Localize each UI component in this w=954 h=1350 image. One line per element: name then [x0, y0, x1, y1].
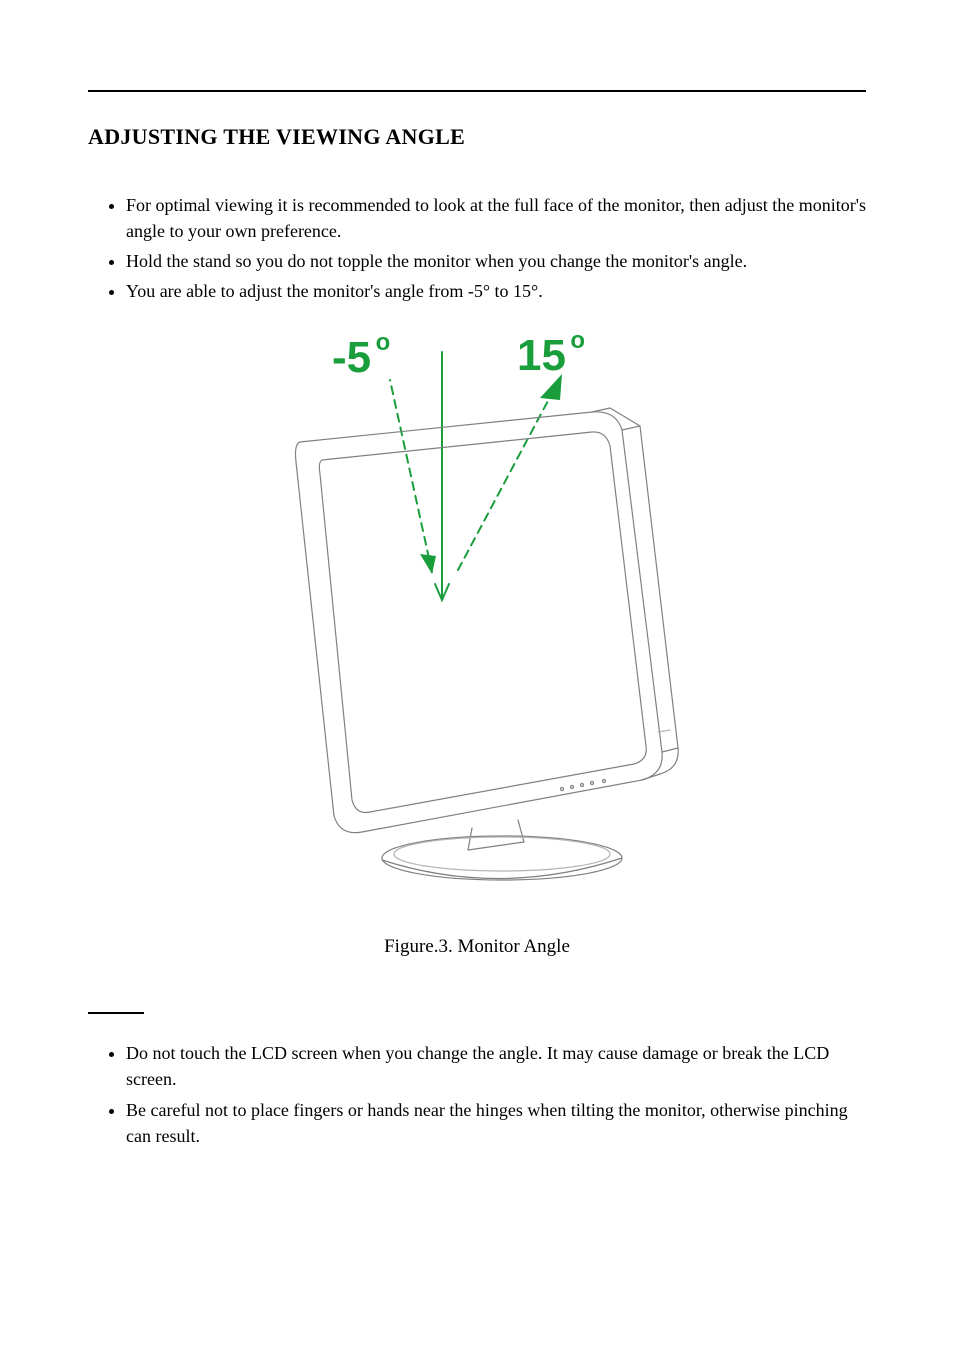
figure-caption-text: Monitor Angle: [453, 936, 570, 957]
figure-container: -5 o 15 o: [88, 322, 866, 958]
main-bullet-list: For optimal viewing it is recommended to…: [88, 192, 866, 304]
notes-horizontal-rule: [88, 1012, 144, 1014]
figure-caption-prefix: Figure.3.: [384, 936, 453, 957]
section-title: ADJUSTING THE VIEWING ANGLE: [88, 124, 866, 150]
angle-neg-label: -5 o: [332, 329, 390, 382]
list-item: Do not touch the LCD screen when you cha…: [126, 1040, 866, 1092]
notes-bullet-list: Do not touch the LCD screen when you cha…: [88, 1040, 866, 1148]
angle-pos-label: 15 o: [517, 327, 585, 380]
page-container: ADJUSTING THE VIEWING ANGLE For optimal …: [0, 0, 954, 1350]
angle-lines: [390, 352, 562, 600]
monitor-angle-diagram: -5 o 15 o: [262, 322, 692, 892]
list-item: For optimal viewing it is recommended to…: [126, 192, 866, 244]
monitor-outline: [296, 408, 679, 880]
figure-caption: Figure.3. Monitor Angle: [88, 936, 866, 958]
list-item: Be careful not to place fingers or hands…: [126, 1097, 866, 1149]
top-horizontal-rule: [88, 90, 866, 92]
list-item: You are able to adjust the monitor's ang…: [126, 278, 866, 304]
list-item: Hold the stand so you do not topple the …: [126, 248, 866, 274]
